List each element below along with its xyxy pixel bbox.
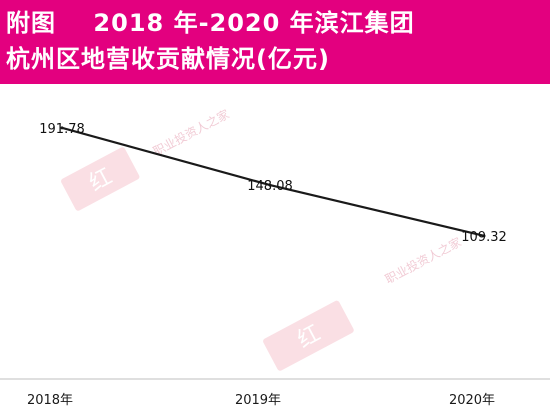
watermark-lower: 红	[263, 300, 354, 371]
chart-title-line-2: 杭州区地营收贡献情况(亿元)	[6, 45, 330, 73]
data-point	[268, 183, 272, 187]
watermark-brand-text-right: 职业投资人之家	[382, 234, 463, 287]
x-tick-label: 2020年	[449, 393, 495, 408]
series-group: 191.78 148.08 109.32	[39, 122, 507, 245]
watermark-brand-text: 职业投资人之家	[150, 106, 231, 159]
watermark-upper: 红 职业投资人之家	[61, 106, 232, 211]
data-label: 191.78	[39, 122, 85, 137]
line-chart: 红 职业投资人之家 职业投资人之家 红 2018年 2019年 2020年 191.…	[0, 106, 550, 408]
data-label: 148.08	[247, 179, 293, 194]
x-tick-label: 2018年	[27, 393, 73, 408]
data-point	[482, 234, 486, 238]
watermark-right: 职业投资人之家	[382, 234, 463, 287]
data-label: 109.32	[461, 230, 507, 245]
data-point	[60, 126, 64, 130]
chart-title-line-1: 附图 2018 年-2020 年滨江集团	[6, 9, 415, 37]
x-axis-ticks: 2018年 2019年 2020年	[27, 393, 495, 408]
watermark-logo-badge	[61, 147, 140, 211]
x-tick-label: 2019年	[235, 393, 281, 408]
chart-header: 附图 2018 年-2020 年滨江集团 杭州区地营收贡献情况(亿元)	[0, 0, 550, 84]
watermark-logo-badge-lower	[263, 300, 354, 371]
